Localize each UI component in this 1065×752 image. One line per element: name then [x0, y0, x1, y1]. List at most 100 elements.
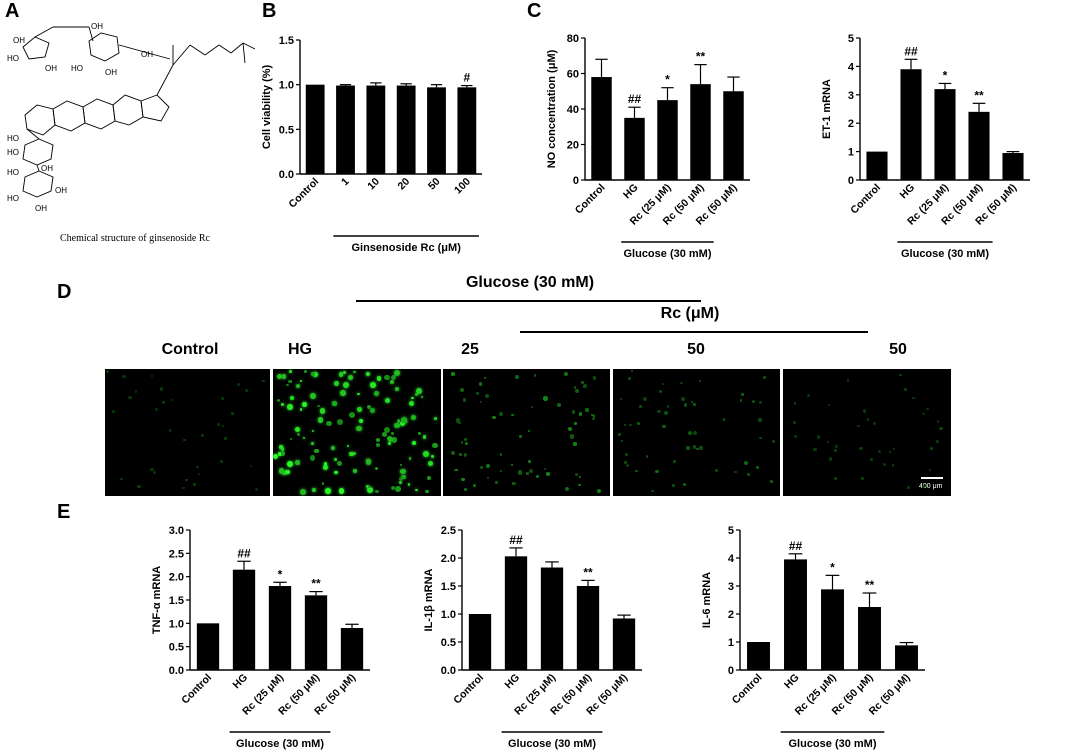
fluorescent-cell [182, 486, 185, 490]
fluorescent-cell [458, 421, 461, 425]
fluorescent-cell [793, 402, 797, 405]
significance-label: ** [696, 50, 706, 64]
fluorescent-cell [846, 378, 850, 382]
fluorescent-cell [309, 454, 316, 461]
fluorescent-cell [294, 426, 300, 432]
fluorescent-cell [366, 487, 373, 494]
fluorescent-cell [462, 397, 467, 402]
fluorescent-cell [150, 467, 154, 472]
structure-label: OH [35, 204, 47, 213]
fluorescent-cell [684, 403, 688, 407]
fluorescent-cell [349, 452, 354, 457]
fluorescent-cell [425, 489, 429, 494]
group-label: Glucose (30 mM) [901, 248, 989, 260]
fluorescent-cell [857, 424, 860, 428]
y-tick-label: 60 [567, 69, 579, 81]
fluorescent-cell [295, 460, 300, 465]
y-tick-label: 1.5 [441, 581, 456, 593]
fluorescent-cell [579, 475, 582, 478]
x-tick-label: Control [179, 672, 214, 707]
y-axis-label: ET-1 mRNA [821, 79, 833, 139]
fluorescent-cell [312, 430, 315, 433]
fluorescent-cell [365, 484, 370, 489]
fluorescent-cell [296, 433, 300, 437]
fluorescent-cell [401, 416, 408, 423]
fluorescent-cell [486, 477, 490, 480]
bar [690, 84, 711, 180]
micrograph-label-control: Control [161, 341, 219, 358]
x-tick-label: HG [897, 182, 917, 202]
fluorescent-cell [395, 386, 400, 391]
y-tick-label: 3.0 [169, 525, 184, 537]
fluorescent-cell [278, 468, 284, 474]
bar [900, 69, 922, 180]
fluorescent-cell [287, 460, 294, 467]
fluorescent-cell [278, 452, 282, 456]
fluorescent-cell [290, 380, 293, 383]
fluorescent-cell [311, 372, 316, 377]
y-tick-label: 0.0 [169, 665, 184, 677]
fluorescent-cell [758, 436, 762, 440]
fluorescent-cell [318, 417, 324, 423]
fluorescent-cell [120, 477, 123, 481]
fluorescent-cell [629, 423, 632, 427]
y-tick-label: 0.0 [441, 665, 456, 677]
fluorescent-cell [401, 474, 407, 480]
fluorescent-cell [833, 448, 837, 453]
fluorescent-cell [591, 414, 594, 417]
significance-label: ** [583, 565, 593, 579]
fluorescent-cell [517, 470, 523, 475]
fluorescent-cell [302, 401, 307, 407]
fluorescent-cell [574, 422, 577, 426]
fluorescent-cell [696, 447, 699, 450]
fluorescent-cell [480, 400, 483, 403]
fluorescent-cell [585, 407, 589, 412]
significance-label: * [278, 567, 283, 581]
fluorescent-cell [563, 371, 569, 376]
panel-label-d: D [57, 281, 72, 303]
y-tick-label: 4 [728, 553, 735, 565]
bar [1002, 153, 1024, 180]
bar [821, 589, 844, 670]
fluorescent-cell [663, 411, 668, 415]
x-tick-label: 100 [452, 176, 473, 197]
fluorescent-cell [384, 427, 391, 434]
fluorescent-cell [245, 388, 249, 393]
ginsenoside-structure-diagram: OH HO OH OH HO OH OH HO HO OH HO OH OH H… [7, 22, 256, 213]
fluorescent-cell [926, 408, 929, 411]
y-tick-label: 5 [728, 525, 734, 537]
fluorescent-cell [928, 468, 931, 472]
fluorescent-cell [628, 376, 632, 380]
significance-label: * [830, 560, 835, 574]
fluorescent-cell [478, 382, 483, 386]
fluorescent-cell [183, 438, 186, 442]
fluorescent-cell [398, 481, 402, 485]
fluorescent-cell [389, 380, 394, 384]
fluorescent-cell [317, 404, 320, 408]
bar [858, 607, 881, 670]
fluorescent-cell [460, 441, 464, 444]
fluorescent-cell [171, 399, 174, 402]
fluorescent-cell [666, 404, 670, 408]
fluorescent-cell [935, 439, 939, 443]
fluorescent-cell [763, 376, 767, 379]
fluorescent-cell [623, 423, 627, 427]
significance-label: ** [865, 578, 875, 592]
fluorescent-cell [374, 391, 380, 397]
x-tick-label: Control [451, 672, 486, 707]
fluorescent-cell [192, 482, 197, 486]
y-axis-label: Cell viability (%) [261, 64, 273, 149]
fluorescent-cell [168, 429, 172, 433]
micrograph-rc-50-only: 400 μm [783, 369, 951, 496]
fluorescent-cell [134, 389, 138, 393]
fluorescent-cell [400, 468, 406, 475]
fluorescent-cell [273, 453, 279, 460]
group-label: Glucose (30 mM) [788, 738, 876, 750]
fluorescent-cell [428, 460, 434, 466]
y-tick-label: 2.0 [169, 572, 184, 584]
structure-label: HO [7, 148, 19, 157]
significance-label: ** [311, 577, 321, 591]
fluorescent-cell [369, 408, 375, 413]
